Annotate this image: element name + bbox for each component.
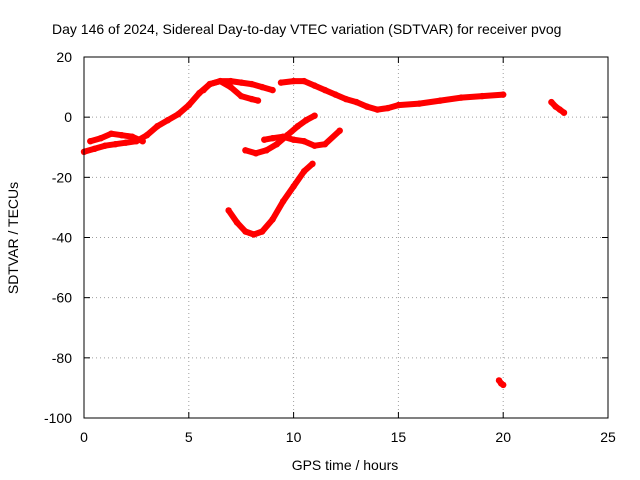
data-point xyxy=(300,168,308,175)
data-point xyxy=(225,207,232,214)
data-point xyxy=(97,135,105,142)
series-layer xyxy=(80,77,568,389)
data-point xyxy=(139,138,146,145)
y-tick-label: 20 xyxy=(56,49,72,65)
data-point xyxy=(311,82,318,89)
data-point xyxy=(277,79,285,86)
data-point xyxy=(303,117,310,124)
data-point xyxy=(336,127,343,134)
data-point xyxy=(416,100,423,107)
data-point xyxy=(143,132,151,139)
data-point xyxy=(250,231,257,238)
data-point xyxy=(118,132,125,139)
data-point xyxy=(254,97,262,104)
data-point xyxy=(129,133,136,140)
x-axis-label: GPS time / hours xyxy=(292,457,399,473)
data-point xyxy=(91,145,98,152)
data-point xyxy=(395,101,402,109)
data-point xyxy=(311,112,318,119)
data-point xyxy=(548,98,555,106)
data-point xyxy=(108,130,115,137)
data-point xyxy=(269,216,276,223)
data-point xyxy=(206,80,213,88)
data-point xyxy=(252,150,260,157)
data-point xyxy=(259,83,266,91)
data-point xyxy=(154,123,161,130)
data-point xyxy=(342,95,350,103)
data-point xyxy=(269,86,276,94)
data-point xyxy=(122,139,130,146)
data-point xyxy=(238,92,245,100)
data-point xyxy=(309,160,316,167)
data-point xyxy=(300,77,308,85)
data-point xyxy=(353,98,360,106)
data-point xyxy=(273,141,280,148)
data-point xyxy=(259,228,266,235)
tick-layer: 0 5 10 15 20 25 -100 -80 -60 -40 -20 0 20 xyxy=(44,49,616,445)
data-point xyxy=(101,142,109,149)
data-point xyxy=(500,381,507,389)
data-point xyxy=(227,83,234,91)
data-point xyxy=(363,103,371,110)
data-point xyxy=(175,111,182,118)
data-point xyxy=(261,136,268,143)
data-point xyxy=(311,142,318,149)
data-point xyxy=(374,106,381,113)
data-point xyxy=(269,135,276,142)
x-tick-label: 25 xyxy=(600,429,616,445)
x-tick-label: 10 xyxy=(286,429,302,445)
data-point xyxy=(242,147,249,154)
data-point xyxy=(290,183,297,190)
data-point xyxy=(217,77,224,85)
x-tick-label: 0 xyxy=(80,429,88,445)
y-tick-label: -80 xyxy=(52,350,72,366)
data-point xyxy=(227,77,234,85)
grid-layer xyxy=(84,57,608,418)
data-point xyxy=(185,101,192,109)
data-point xyxy=(500,91,507,98)
data-point xyxy=(248,95,255,103)
x-tick-label: 20 xyxy=(495,429,511,445)
data-point xyxy=(200,86,207,94)
x-tick-label: 5 xyxy=(185,429,193,445)
data-point xyxy=(384,104,392,112)
data-point xyxy=(300,138,308,145)
data-point xyxy=(279,198,287,205)
data-point xyxy=(248,80,255,88)
y-axis-label: SDTVAR / TECUs xyxy=(5,182,21,294)
data-point xyxy=(233,219,241,226)
data-point xyxy=(294,123,301,130)
data-point xyxy=(560,109,568,116)
data-point xyxy=(87,138,94,145)
data-point xyxy=(279,133,287,140)
chart-title: Day 146 of 2024, Sidereal Day-to-day VTE… xyxy=(52,21,561,37)
data-point xyxy=(164,117,171,124)
y-tick-label: -40 xyxy=(52,230,72,246)
data-point xyxy=(437,97,444,104)
y-tick-label: 0 xyxy=(64,109,72,125)
y-tick-label: -60 xyxy=(52,290,72,306)
data-point xyxy=(321,86,329,94)
y-tick-label: -100 xyxy=(44,410,72,426)
x-tick-label: 15 xyxy=(391,429,407,445)
data-point xyxy=(242,228,249,235)
data-point xyxy=(332,91,339,98)
data-point xyxy=(112,141,119,148)
data-point xyxy=(290,77,297,85)
data-point xyxy=(479,92,486,100)
series-arc-deep-dip xyxy=(225,160,316,238)
data-point xyxy=(263,147,270,154)
data-point xyxy=(321,141,329,148)
data-point xyxy=(290,136,297,143)
data-point xyxy=(238,79,245,86)
data-point xyxy=(458,94,465,101)
y-tick-label: -20 xyxy=(52,169,72,185)
